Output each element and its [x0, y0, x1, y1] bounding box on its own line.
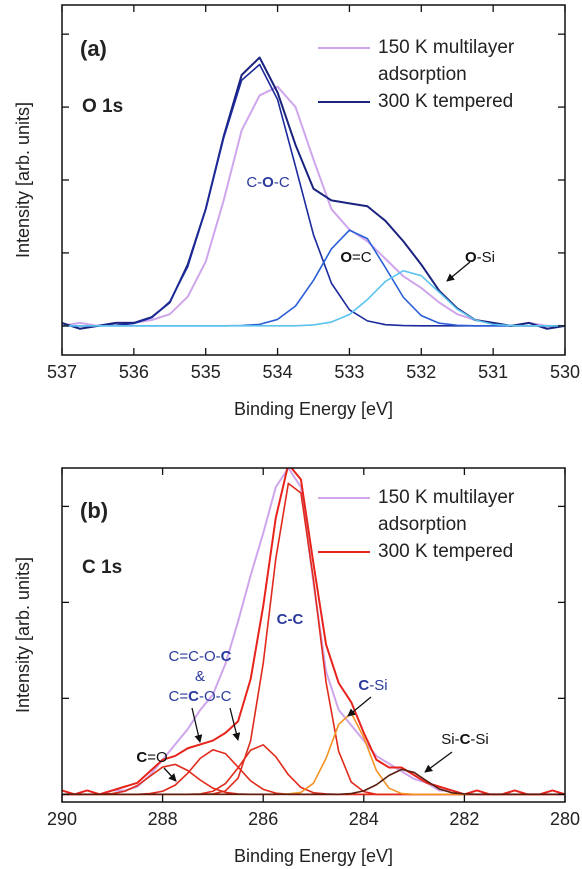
x-tick-label: 280: [550, 809, 580, 829]
legend-item: 150 K multilayer adsorption: [318, 484, 518, 538]
annotation-part: Si-: [441, 731, 459, 748]
peak-annotation: C-C: [277, 611, 304, 628]
legend-swatch: [318, 497, 370, 499]
peak-annotation: C=O: [136, 749, 167, 766]
spectrum-line: [62, 85, 565, 327]
x-tick-label: 530: [550, 362, 580, 382]
peak-annotation: C=C-O-C: [169, 688, 232, 705]
x-tick-label: 537: [47, 362, 77, 382]
legend: 150 K multilayer adsorption 300 K tempere…: [318, 34, 518, 115]
annotation-part: C: [136, 749, 147, 766]
annotation-part: -Si: [369, 677, 387, 694]
peak-annotation: C=C-O-C: [169, 648, 232, 665]
legend-swatch: [318, 101, 370, 103]
legend-swatch: [318, 47, 370, 49]
x-tick-label: 533: [334, 362, 364, 382]
annotation-part: C=: [169, 688, 189, 705]
peak-annotation: Si-C-Si: [441, 731, 489, 748]
x-tick-label: 531: [478, 362, 508, 382]
peak-annotation: &: [195, 668, 205, 685]
annotation-part: &: [195, 668, 205, 685]
legend: 150 K multilayer adsorption 300 K tempere…: [318, 484, 518, 565]
annotation-part: -C: [274, 174, 290, 191]
annotation-part: C-C: [277, 611, 304, 628]
annotation-part: C: [188, 688, 199, 705]
annotation-arrow: [229, 707, 241, 741]
series-group: [62, 56, 565, 330]
annotation-part: C: [221, 648, 232, 665]
annotation-part: O: [340, 249, 352, 266]
legend-item: 150 K multilayer adsorption: [318, 34, 518, 88]
annotation-part: -O-C: [199, 688, 232, 705]
legend-swatch: [318, 551, 370, 553]
legend-item: 300 K tempered: [318, 538, 518, 565]
fit-component: [62, 229, 565, 327]
fit-component: [62, 763, 565, 796]
panel-label: (b): [80, 498, 108, 523]
legend-label: 150 K multilayer adsorption: [378, 37, 515, 85]
annotation-part: -Si: [470, 731, 488, 748]
annotation-part: C: [460, 731, 471, 748]
x-tick-label: 532: [406, 362, 436, 382]
y-axis-label: Intensity [arb. units]: [13, 102, 33, 258]
annotation-arrow: [191, 707, 203, 743]
annotation-arrow: [163, 767, 177, 782]
series-group: [62, 468, 565, 796]
annotation-part: =C: [352, 249, 372, 266]
annotation-arrow: [347, 696, 372, 717]
x-axis-label: Binding Energy [eV]: [234, 846, 393, 866]
fit-component: [62, 768, 565, 796]
peak-annotation: C-O-C: [246, 174, 289, 191]
panel-label: (a): [80, 36, 107, 61]
peak-annotation: O-Si: [465, 249, 495, 266]
peak-annotation: O=C: [340, 249, 371, 266]
region-label: O 1s: [82, 96, 123, 117]
legend-label: 300 K tempered: [378, 541, 514, 562]
spectrum-line: [62, 468, 565, 796]
annotation-part: C-: [246, 174, 262, 191]
legend-label: 300 K tempered: [378, 91, 514, 112]
annotation-part: -Si: [477, 249, 495, 266]
x-tick-label: 282: [449, 809, 479, 829]
fit-component: [62, 269, 565, 327]
annotation-arrow: [446, 261, 471, 282]
annotation-arrow: [424, 751, 453, 773]
x-axis-label: Binding Energy [eV]: [234, 399, 393, 419]
annotation-part: C=C-O-: [169, 648, 221, 665]
x-tick-label: 290: [47, 809, 77, 829]
annotation-part: O: [465, 249, 477, 266]
annotation-part: =O: [147, 749, 167, 766]
peak-annotation: C-Si: [358, 677, 387, 694]
annotation-part: C: [358, 677, 369, 694]
x-tick-label: 534: [263, 362, 293, 382]
annotation-part: O: [262, 174, 274, 191]
legend-label: 150 K multilayer adsorption: [378, 487, 515, 535]
x-tick-label: 535: [191, 362, 221, 382]
x-tick-label: 284: [349, 809, 379, 829]
x-tick-label: 288: [148, 809, 178, 829]
plot-frame: [61, 467, 566, 803]
x-tick-label: 286: [248, 809, 278, 829]
region-label: C 1s: [82, 557, 122, 578]
legend-item: 300 K tempered: [318, 88, 518, 115]
x-tick-label: 536: [119, 362, 149, 382]
y-axis-label: Intensity [arb. units]: [13, 557, 33, 713]
